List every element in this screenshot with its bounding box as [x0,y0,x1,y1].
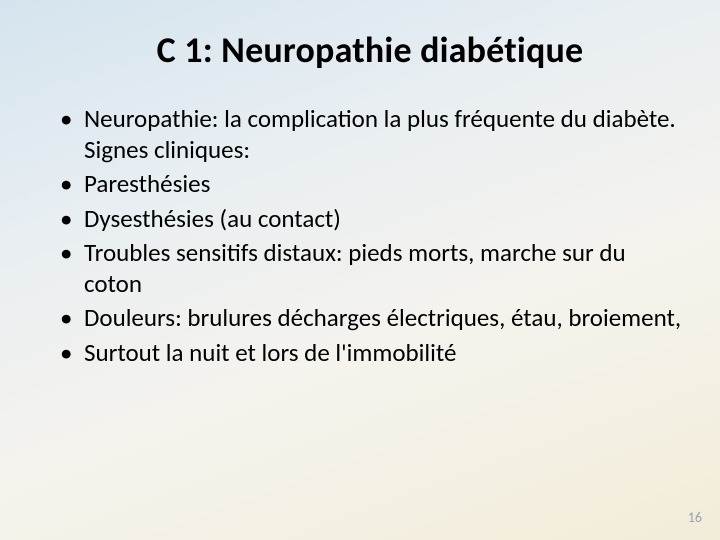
slide-title: C 1: Neuropathie diabétique [58,28,682,72]
page-number: 16 [688,509,702,526]
bullet-list: Neuropathie: la complication la plus fré… [58,104,682,368]
list-item: Douleurs: brulures décharges électriques… [58,303,682,334]
list-item: Paresthésies [58,169,682,200]
list-item: Surtout la nuit et lors de l'immobilité [58,338,682,369]
list-item: Dysesthésies (au contact) [58,204,682,235]
list-item: Neuropathie: la complication la plus fré… [58,104,682,165]
list-item: Troubles sensitifs distaux: pieds morts,… [58,238,682,299]
slide: C 1: Neuropathie diabétique Neuropathie:… [0,0,720,540]
